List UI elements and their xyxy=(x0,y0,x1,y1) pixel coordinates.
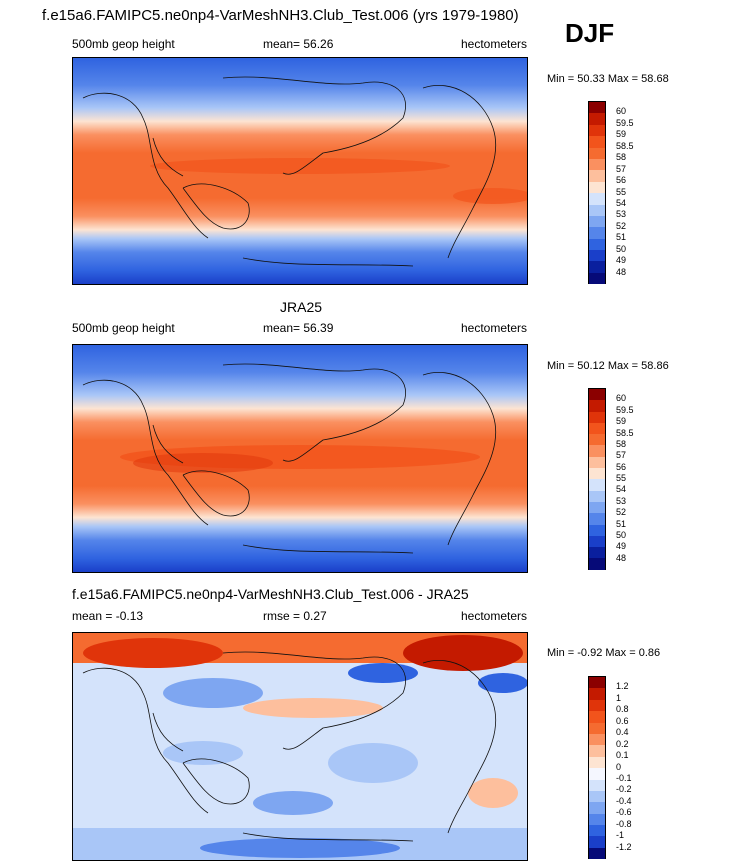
colorbar-tick-label: 52 xyxy=(616,507,627,518)
colorbar-tick-label: 51 xyxy=(616,232,627,243)
colorbar-tick-label: 53 xyxy=(616,209,627,220)
colorbar-tick-label: -1 xyxy=(616,830,625,841)
colorbar-tick-label: 59 xyxy=(616,416,627,427)
colorbar-tick-label: 0 xyxy=(616,761,622,772)
coastlines xyxy=(82,363,497,554)
colorbar-tick-label: 51 xyxy=(616,518,627,529)
panel1-minmax: Min = 50.33 Max = 58.68 xyxy=(547,73,669,85)
colorbar-tick-label: 58.5 xyxy=(616,427,634,438)
panel1-colorbar xyxy=(588,101,606,285)
panel3-minmax: Min = -0.92 Max = 0.86 xyxy=(547,647,661,659)
panel2-colorbar xyxy=(588,388,606,570)
panel3-colorbar xyxy=(588,676,606,860)
panel2-map xyxy=(72,344,528,573)
colorbar-tick-label: 60 xyxy=(616,106,627,117)
colorbar-tick-label: 55 xyxy=(616,186,627,197)
colorbar-tick-label: 58 xyxy=(616,438,627,449)
colorbar-tick-label: 59.5 xyxy=(616,117,634,128)
colorbar-tick-label: 0.6 xyxy=(616,715,629,726)
colorbar-tick-label: 0.4 xyxy=(616,727,629,738)
colorbar-tick-label: 50 xyxy=(616,529,627,540)
colorbar-tick-label: -0.2 xyxy=(616,784,632,795)
colorbar-tick-label: 0.2 xyxy=(616,738,629,749)
figure-title: f.e15a6.FAMIPC5.ne0np4-VarMeshNH3.Club_T… xyxy=(42,7,519,24)
coastlines xyxy=(82,651,497,842)
panel3-map xyxy=(72,632,528,861)
season-label: DJF xyxy=(565,18,615,48)
colorbar-tick-label: 0.1 xyxy=(616,750,629,761)
equatorial-max-band xyxy=(150,158,450,174)
colorbar-tick-label: 56 xyxy=(616,175,627,186)
colorbar-tick-label: 58 xyxy=(616,152,627,163)
colorbar-tick-label: 60 xyxy=(616,393,627,404)
colorbar-tick-label: -0.8 xyxy=(616,818,632,829)
colorbar-tick-label: 50 xyxy=(616,243,627,254)
panel3-rmse-label: rmse = 0.27 xyxy=(263,609,327,623)
panel1-map xyxy=(72,57,528,285)
colorbar-tick-label: -0.1 xyxy=(616,772,632,783)
panel2-units-label: hectometers xyxy=(461,321,528,335)
colorbar-tick-label: 52 xyxy=(616,220,627,231)
colorbar-tick-label: 48 xyxy=(616,552,627,563)
colorbar-tick-label: 59.5 xyxy=(616,404,634,415)
colorbar-tick-label: 54 xyxy=(616,484,627,495)
panel1-units-label: hectometers xyxy=(461,37,528,51)
panel1-mean-label: mean= 56.26 xyxy=(263,37,334,51)
panel2-minmax: Min = 50.12 Max = 58.86 xyxy=(547,360,669,372)
colorbar-tick-label: 56 xyxy=(616,461,627,472)
panel3-field-svg xyxy=(73,633,527,860)
colorbar-tick-label: -0.6 xyxy=(616,807,632,818)
colorbar-tick-label: 1.2 xyxy=(616,681,629,692)
colorbar-tick-label: 57 xyxy=(616,163,627,174)
panel1-field-svg xyxy=(73,58,527,284)
colorbar-tick-label: 58.5 xyxy=(616,140,634,151)
colorbar-tick-label: 49 xyxy=(616,541,627,552)
coastlines xyxy=(82,76,497,267)
panel3-title: f.e15a6.FAMIPC5.ne0np4-VarMeshNH3.Club_T… xyxy=(72,586,469,602)
colorbar-tick-label: 49 xyxy=(616,255,627,266)
colorbar-tick-label: -1.2 xyxy=(616,841,632,852)
panel2-field-svg xyxy=(73,345,527,572)
colorbar-tick-label: 57 xyxy=(616,450,627,461)
panel3-mean-label: mean = -0.13 xyxy=(72,609,144,623)
colorbar-tick-label: 48 xyxy=(616,266,627,277)
panel3-units-label: hectometers xyxy=(461,609,528,623)
panel2-title: JRA25 xyxy=(280,299,323,315)
panel1-variable-label: 500mb geop height xyxy=(72,37,175,51)
colorbar-tick-label: 55 xyxy=(616,473,627,483)
colorbar-tick-label: 54 xyxy=(616,197,627,208)
colorbar-tick-label: 53 xyxy=(616,495,627,506)
colorbar-tick-label: 0.8 xyxy=(616,704,629,715)
panel2-variable-label: 500mb geop height xyxy=(72,321,175,335)
colorbar-tick-label: 1 xyxy=(616,692,622,703)
colorbar-tick-label: -0.4 xyxy=(616,795,632,806)
panel2-mean-label: mean= 56.39 xyxy=(263,321,334,335)
colorbar-tick-label: 59 xyxy=(616,129,627,140)
